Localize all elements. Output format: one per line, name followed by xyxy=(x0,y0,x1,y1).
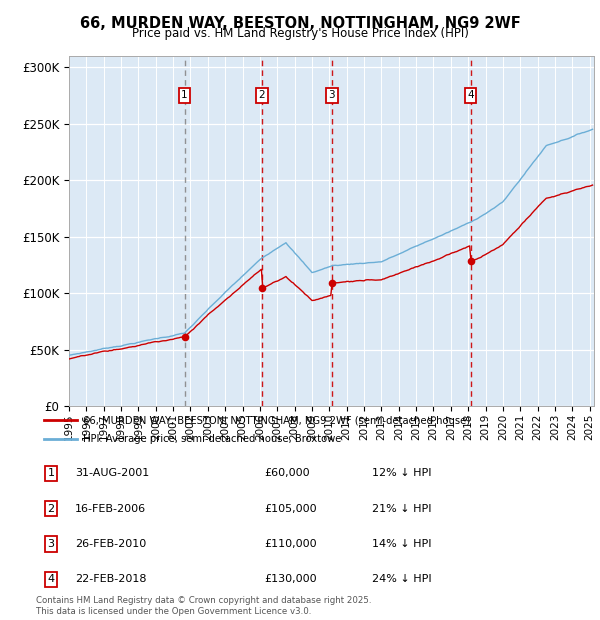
Text: £105,000: £105,000 xyxy=(264,503,317,514)
Text: 66, MURDEN WAY, BEESTON, NOTTINGHAM, NG9 2WF: 66, MURDEN WAY, BEESTON, NOTTINGHAM, NG9… xyxy=(80,16,520,31)
Text: 24% ↓ HPI: 24% ↓ HPI xyxy=(372,574,431,585)
Text: £130,000: £130,000 xyxy=(264,574,317,585)
Text: 12% ↓ HPI: 12% ↓ HPI xyxy=(372,468,431,479)
Text: 26-FEB-2010: 26-FEB-2010 xyxy=(75,539,146,549)
Text: 21% ↓ HPI: 21% ↓ HPI xyxy=(372,503,431,514)
Text: 14% ↓ HPI: 14% ↓ HPI xyxy=(372,539,431,549)
Text: 4: 4 xyxy=(47,574,55,585)
Text: 3: 3 xyxy=(329,91,335,100)
Text: 3: 3 xyxy=(47,539,55,549)
Text: HPI: Average price, semi-detached house, Broxtowe: HPI: Average price, semi-detached house,… xyxy=(83,433,341,444)
Text: 1: 1 xyxy=(47,468,55,479)
Text: 2: 2 xyxy=(259,91,265,100)
Text: £110,000: £110,000 xyxy=(264,539,317,549)
Text: 4: 4 xyxy=(467,91,474,100)
Text: 22-FEB-2018: 22-FEB-2018 xyxy=(75,574,146,585)
Text: 16-FEB-2006: 16-FEB-2006 xyxy=(75,503,146,514)
Text: Price paid vs. HM Land Registry's House Price Index (HPI): Price paid vs. HM Land Registry's House … xyxy=(131,27,469,40)
Text: £60,000: £60,000 xyxy=(264,468,310,479)
Text: 1: 1 xyxy=(181,91,188,100)
Text: Contains HM Land Registry data © Crown copyright and database right 2025.
This d: Contains HM Land Registry data © Crown c… xyxy=(36,596,371,616)
Text: 31-AUG-2001: 31-AUG-2001 xyxy=(75,468,149,479)
Text: 66, MURDEN WAY, BEESTON, NOTTINGHAM, NG9 2WF (semi-detached house): 66, MURDEN WAY, BEESTON, NOTTINGHAM, NG9… xyxy=(83,415,470,425)
Text: 2: 2 xyxy=(47,503,55,514)
